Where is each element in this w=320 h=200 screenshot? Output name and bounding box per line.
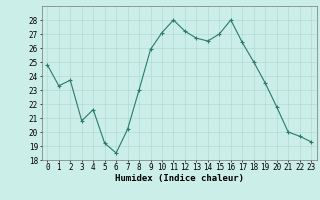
X-axis label: Humidex (Indice chaleur): Humidex (Indice chaleur) (115, 174, 244, 183)
